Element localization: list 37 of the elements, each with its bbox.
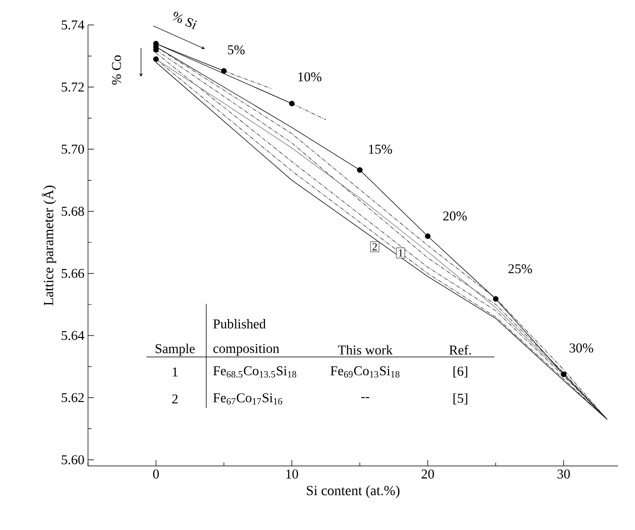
annotation: [6]: [454, 366, 468, 378]
y-tick-label: 5.70: [62, 144, 84, 154]
annotation: 1: [172, 367, 178, 376]
annotation: composition: [213, 344, 280, 356]
y-tick-label: 5.68: [62, 206, 84, 216]
x-tick-label: 10: [286, 469, 298, 479]
x-tick-label: 0: [153, 469, 159, 479]
y-tick-label: 5.64: [62, 331, 84, 340]
annotation: 5%: [228, 45, 245, 54]
annotation: % Si: [172, 12, 197, 30]
annotation: --: [361, 397, 370, 398]
annotation: Published: [213, 319, 266, 328]
annotation: 2: [172, 394, 178, 404]
annotation: Sample: [156, 344, 195, 356]
y-tick-label: 5.72: [62, 82, 84, 92]
annotation: Fe$_{68.5}$Co$_{13.5}$Si$_{18}$: [213, 366, 296, 378]
annotation: Fe$_{67}$Co$_{17}$Si$_{16}$: [213, 393, 282, 404]
annotation: 15%: [369, 144, 392, 154]
annotation: This work: [338, 345, 393, 355]
annotation: [5]: [454, 393, 468, 404]
annotation: 1: [398, 249, 403, 257]
x-axis-title: Si content (at.%): [306, 485, 400, 498]
annotation: 10%: [298, 72, 322, 82]
annotation: 2: [372, 243, 377, 250]
y-tick-label: 5.62: [62, 393, 84, 402]
x-tick-label: 30: [558, 469, 570, 479]
annotation: % Co: [112, 55, 122, 85]
annotation: Ref.: [449, 345, 471, 355]
y-tick-label: 5.60: [62, 455, 84, 464]
annotation: Fe$_{69}$Co$_{13}$Si$_{18}$: [330, 366, 400, 378]
annotation: 30%: [570, 343, 594, 353]
y-tick-label: 5.74: [62, 20, 84, 30]
x-tick-label: 20: [422, 469, 434, 479]
y-axis-title: Lattice parameter (Å): [42, 186, 56, 306]
annotation: 25%: [508, 264, 532, 274]
annotation: 20%: [443, 211, 467, 221]
y-tick-label: 5.66: [62, 268, 84, 278]
